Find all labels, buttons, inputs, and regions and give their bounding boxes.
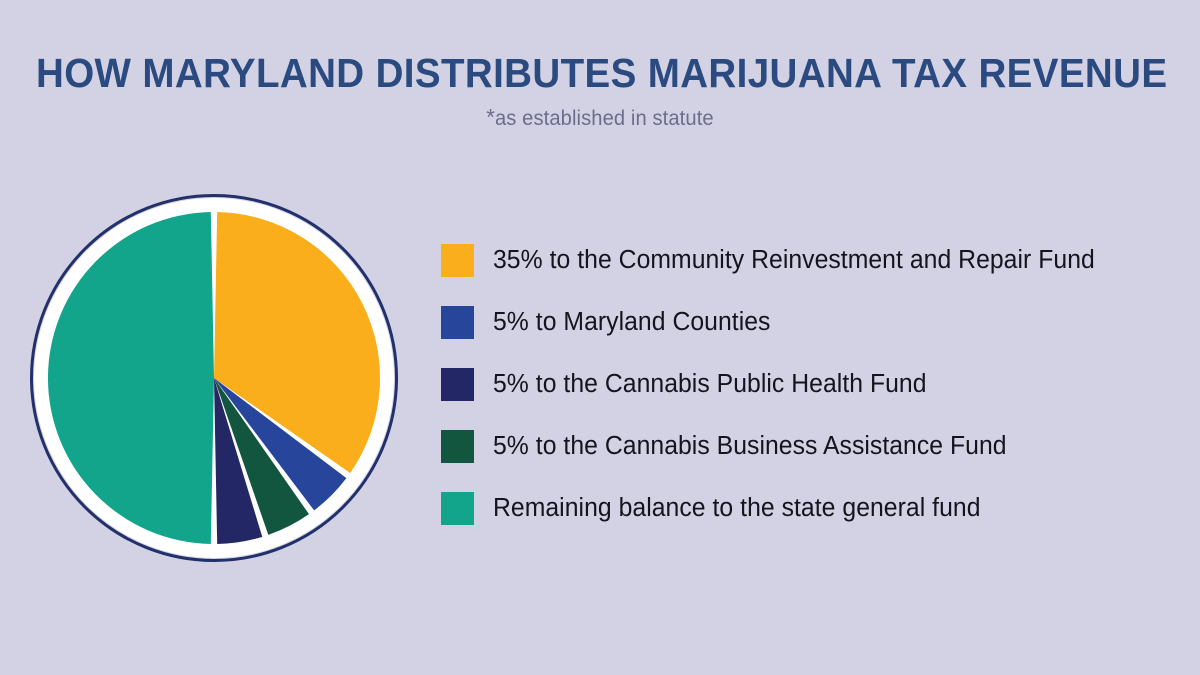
legend-item: 35% to the Community Reinvestment and Re… bbox=[441, 229, 1193, 291]
legend: 35% to the Community Reinvestment and Re… bbox=[441, 229, 1193, 539]
pie-slice bbox=[47, 212, 214, 544]
pie-chart-svg bbox=[30, 194, 398, 562]
legend-label-community-reinvestment: 35% to the Community Reinvestment and Re… bbox=[493, 245, 1095, 274]
legend-swatch-community-reinvestment bbox=[441, 243, 474, 277]
subtitle-text: as established in statute bbox=[495, 107, 714, 131]
legend-label-business-assistance-fund: 5% to the Cannabis Business Assistance F… bbox=[493, 431, 1007, 460]
legend-label-public-health-fund: 5% to the Cannabis Public Health Fund bbox=[493, 369, 927, 398]
legend-swatch-general-fund bbox=[441, 491, 474, 525]
legend-item: Remaining balance to the state general f… bbox=[441, 477, 1193, 539]
pie-slice bbox=[214, 378, 309, 535]
legend-swatch-business-assistance-fund bbox=[441, 429, 474, 463]
page-title: HOW MARYLAND DISTRIBUTES MARIJUANA TAX R… bbox=[36, 50, 1168, 96]
header: HOW MARYLAND DISTRIBUTES MARIJUANA TAX R… bbox=[0, 0, 1200, 131]
subtitle-asterisk: * bbox=[486, 104, 495, 131]
pie-slice-group bbox=[47, 212, 381, 544]
legend-item: 5% to Maryland Counties bbox=[441, 291, 1193, 353]
pie-slice bbox=[214, 378, 347, 511]
pie-slice bbox=[214, 212, 381, 473]
legend-label-maryland-counties: 5% to Maryland Counties bbox=[493, 307, 771, 336]
pie-outer-ring-outline bbox=[30, 194, 398, 562]
legend-swatch-public-health-fund bbox=[441, 367, 474, 401]
legend-item: 5% to the Cannabis Public Health Fund bbox=[441, 353, 1193, 415]
legend-swatch-maryland-counties bbox=[441, 305, 474, 339]
legend-label-general-fund: Remaining balance to the state general f… bbox=[493, 493, 981, 522]
legend-item: 5% to the Cannabis Business Assistance F… bbox=[441, 415, 1193, 477]
pie-chart bbox=[28, 192, 400, 564]
page-subtitle: *as established in statute bbox=[24, 95, 1176, 131]
pie-slice bbox=[214, 378, 263, 544]
